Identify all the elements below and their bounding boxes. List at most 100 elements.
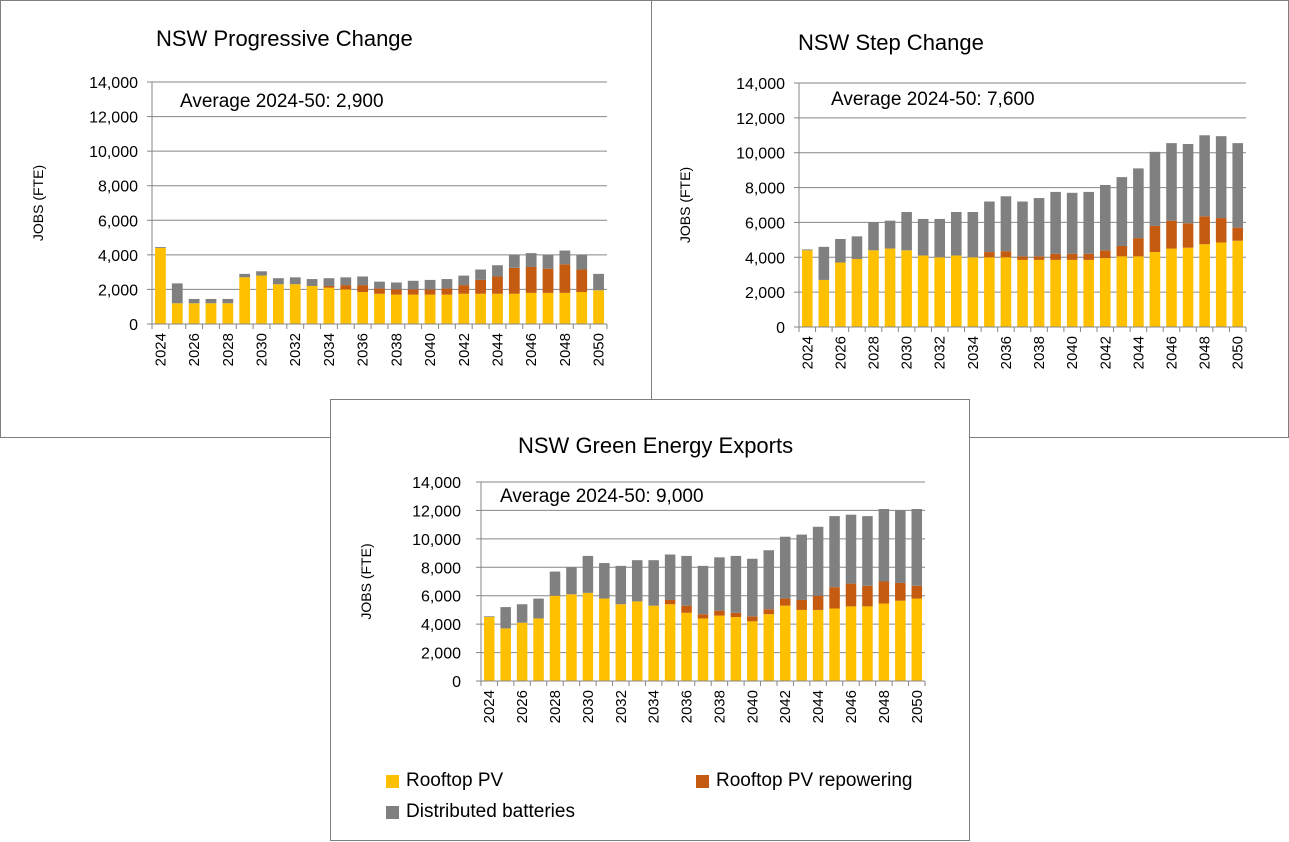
bar-rooftop-pv-2024	[155, 247, 166, 324]
bar-rooftop-pv-repowering-2048	[559, 264, 571, 293]
bar-rooftop-pv-2045	[829, 608, 840, 681]
bar-rooftop-pv-repowering-2047	[542, 268, 554, 293]
bar-rooftop-pv-repowering-2042	[779, 598, 791, 606]
bar-distributed-batteries-2027	[533, 598, 544, 619]
bar-rooftop-pv-repowering-2044	[492, 276, 503, 294]
bar-rooftop-pv-repowering-2038	[714, 610, 725, 616]
legend-swatch-rooftop-pv	[386, 774, 399, 788]
chart-panel-green-energy-exports: NSW Green Energy Exports 0 2,000 4,000 6,000…	[330, 399, 970, 841]
chart-step-change: NSW Step Change 0 2,000 4,000 6,000 8,000 10,0…	[677, 30, 1247, 369]
bar-distributed-batteries-2035	[340, 277, 352, 286]
bar-rooftop-pv-2029	[566, 594, 577, 681]
x-tick-label: 2026	[514, 690, 531, 723]
bar-distributed-batteries-2042	[1099, 184, 1111, 251]
bar-distributed-batteries-2027	[205, 298, 217, 304]
bar-rooftop-pv-2033	[950, 255, 962, 327]
bar-rooftop-pv-2029	[884, 248, 896, 327]
bar-distributed-batteries-2045	[1149, 151, 1161, 226]
bar-distributed-batteries-2039	[1050, 191, 1061, 254]
bar-rooftop-pv-repowering-2044	[812, 595, 824, 610]
bar-rooftop-pv-repowering-2038	[1033, 256, 1045, 260]
bar-rooftop-pv-2043	[475, 293, 487, 324]
x-tick-label: 2042	[777, 690, 794, 723]
bar-rooftop-pv-repowering-2041	[1083, 253, 1095, 260]
bar-distributed-batteries-2024	[801, 249, 813, 251]
bar-rooftop-pv-2040	[424, 294, 436, 324]
bar-distributed-batteries-2032	[289, 277, 301, 285]
bar-distributed-batteries-2033	[631, 560, 643, 602]
bar-rooftop-pv-2026	[516, 622, 528, 681]
bar-rooftop-pv-2031	[917, 255, 929, 327]
bar-rooftop-pv-2036	[357, 292, 369, 324]
bar-rooftop-pv-2031	[272, 284, 284, 324]
x-tick-label: 2028	[866, 336, 883, 369]
bar-rooftop-pv-2038	[390, 294, 402, 324]
x-tick-label: 2044	[810, 690, 827, 723]
bar-distributed-batteries-2029	[239, 273, 251, 278]
bar-rooftop-pv-2036	[1000, 257, 1012, 327]
x-tick-label: 2026	[832, 336, 849, 369]
bar-rooftop-pv-2044	[1133, 256, 1144, 327]
bar-rooftop-pv-repowering-2037	[697, 614, 709, 619]
x-tick-label: 2048	[557, 333, 574, 366]
chart-panel-step-change: NSW Step Change 0 2,000 4,000 6,000 8,000 10,0…	[651, 0, 1289, 438]
bar-rooftop-pv-repowering-2043	[475, 279, 487, 294]
bar-rooftop-pv-repowering-2035	[984, 252, 995, 258]
bar-rooftop-pv-2050	[1232, 240, 1244, 327]
bar-rooftop-pv-2048	[559, 292, 571, 324]
bar-distributed-batteries-2040	[424, 279, 436, 290]
bar-rooftop-pv-2038	[1033, 259, 1045, 327]
bar-distributed-batteries-2025	[171, 283, 183, 304]
bar-rooftop-pv-2050	[593, 290, 604, 324]
bar-rooftop-pv-2042	[779, 605, 791, 681]
bar-rooftop-pv-repowering-2049	[895, 582, 906, 601]
bar-rooftop-pv-2027	[533, 618, 544, 681]
bar-distributed-batteries-2043	[475, 269, 487, 280]
y-tick-label: 4,000	[745, 250, 785, 267]
x-tick-label: 2036	[679, 690, 696, 723]
bar-distributed-batteries-2031	[272, 278, 284, 285]
bar-rooftop-pv-repowering-2047	[1182, 223, 1194, 248]
y-tick-label: 2,000	[745, 285, 785, 302]
y-axis-title: JOBS (FTE)	[30, 165, 46, 241]
x-tick-label: 2040	[744, 690, 761, 723]
bar-rooftop-pv-repowering-2035	[340, 285, 352, 290]
bar-distributed-batteries-2032	[934, 218, 946, 258]
bar-rooftop-pv-2048	[1199, 244, 1210, 327]
bar-distributed-batteries-2030	[582, 555, 594, 593]
bar-rooftop-pv-repowering-2036	[1000, 251, 1012, 258]
bar-rooftop-pv-2026	[835, 262, 846, 327]
legend-label: Rooftop PV repowering	[716, 770, 913, 791]
bar-rooftop-pv-repowering-2040	[424, 289, 436, 295]
bar-rooftop-pv-2030	[901, 250, 912, 327]
y-tick-label: 4,000	[421, 617, 461, 634]
bar-rooftop-pv-2031	[599, 598, 610, 681]
bar-rooftop-pv-repowering-2045	[829, 587, 840, 609]
bar-rooftop-pv-repowering-2047	[862, 585, 873, 607]
bar-distributed-batteries-2040	[747, 558, 758, 617]
bar-rooftop-pv-2041	[441, 294, 453, 324]
x-tick-label: 2030	[899, 336, 916, 369]
x-tick-label: 2032	[613, 690, 630, 723]
bar-distributed-batteries-2029	[884, 220, 896, 249]
bar-rooftop-pv-2027	[205, 303, 217, 324]
bar-rooftop-pv-repowering-2041	[441, 288, 453, 295]
bar-rooftop-pv-2041	[1083, 259, 1095, 327]
bar-rooftop-pv-repowering-2037	[374, 288, 385, 294]
bar-rooftop-pv-2043	[1116, 256, 1128, 327]
bar-rooftop-pv-repowering-2050	[1232, 227, 1244, 241]
chart-title: NSW Green Energy Exports	[518, 433, 793, 458]
x-tick-label: 2044	[489, 333, 506, 366]
bar-distributed-batteries-2038	[1033, 198, 1045, 257]
bar-rooftop-pv-2036	[681, 612, 692, 681]
bar-rooftop-pv-2035	[664, 604, 676, 681]
y-tick-label: 0	[776, 320, 785, 337]
bar-rooftop-pv-2037	[697, 618, 709, 681]
bar-rooftop-pv-2039	[407, 294, 419, 324]
bar-distributed-batteries-2024	[155, 247, 166, 248]
x-tick-label: 2030	[254, 333, 271, 366]
y-tick-label: 2,000	[421, 646, 461, 663]
chart-progressive-change: NSW Progressive Change 0 2,000 4,000 6,000 8,…	[30, 26, 608, 366]
x-tick-label: 2050	[591, 333, 608, 366]
bar-rooftop-pv-2034	[967, 257, 979, 327]
